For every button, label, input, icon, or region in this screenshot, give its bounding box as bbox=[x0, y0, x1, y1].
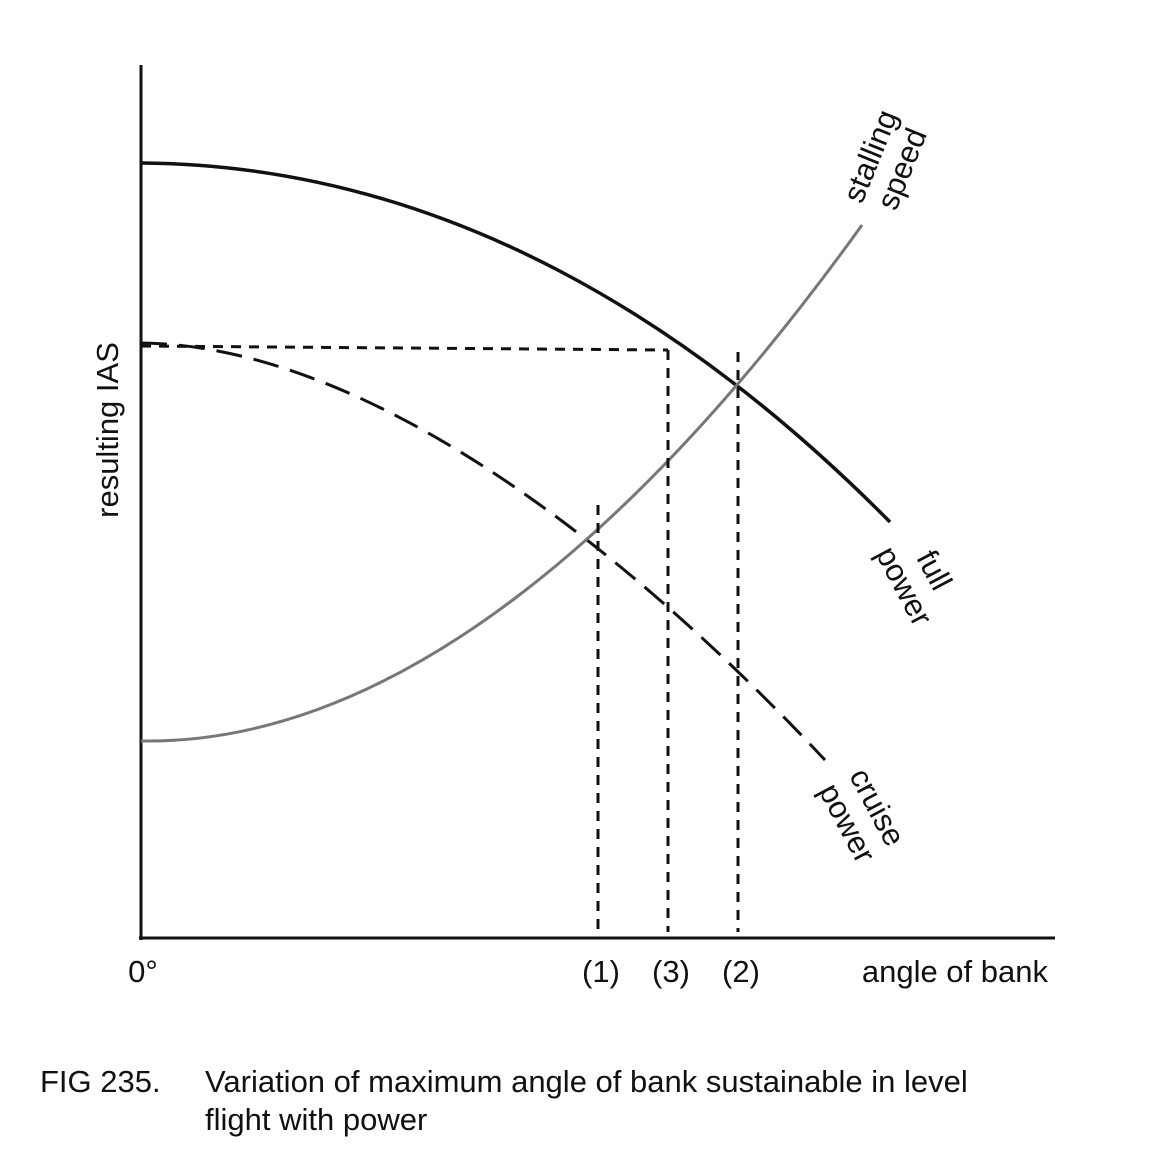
stalling-speed-label: stalling speed bbox=[836, 105, 934, 215]
x-axis-label: angle of bank bbox=[862, 954, 1049, 989]
caption-line: Variation of maximum angle of bank susta… bbox=[205, 1064, 968, 1099]
caption-number: FIG 235. bbox=[40, 1064, 161, 1099]
guide-line bbox=[140, 344, 669, 352]
origin-label: 0° bbox=[128, 954, 158, 989]
y-axis-label: resulting IAS bbox=[90, 342, 125, 518]
marker-label: (2) bbox=[722, 954, 760, 989]
stalling-speed-curve bbox=[140, 224, 864, 743]
cruise-power-curve bbox=[140, 341, 827, 762]
marker-label: (1) bbox=[582, 954, 620, 989]
cruise-power-label: cruise power bbox=[812, 762, 912, 868]
caption-line: flight with power bbox=[205, 1102, 427, 1137]
marker-label: (3) bbox=[652, 954, 690, 989]
full-power-curve bbox=[140, 161, 892, 524]
full-power-label: full power bbox=[869, 541, 959, 632]
